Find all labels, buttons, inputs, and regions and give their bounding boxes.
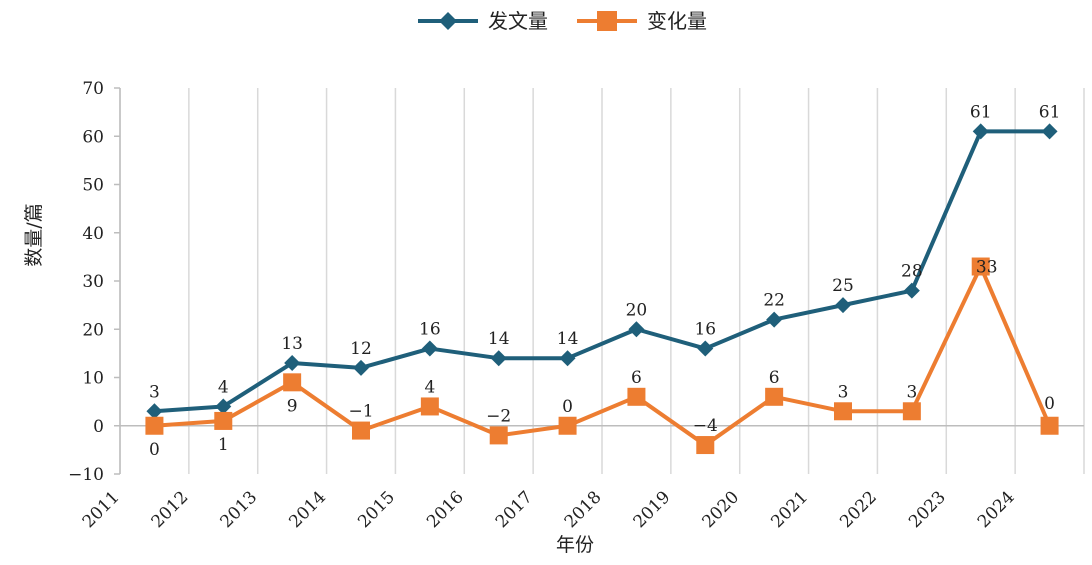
data-point-publications	[972, 123, 989, 140]
series-line-change	[152, 264, 1052, 448]
data-label-publications: 25	[832, 276, 854, 296]
data-point-change	[283, 373, 302, 392]
data-label-publications: 14	[557, 329, 579, 349]
data-point-publications	[697, 340, 714, 357]
data-label-publications: 16	[419, 320, 441, 340]
data-point-change	[971, 257, 990, 276]
x-tick-label: 2021	[767, 487, 812, 532]
data-label-publications: 20	[626, 300, 648, 320]
data-point-change	[1040, 416, 1059, 435]
data-point-publications	[766, 311, 783, 328]
x-tick-label: 2013	[217, 487, 262, 532]
y-tick-label: 20	[82, 320, 104, 340]
data-label-publications: 22	[763, 291, 785, 311]
data-label-publications: 12	[350, 339, 372, 359]
y-tick-label: 70	[82, 79, 104, 99]
legend: 发文量 变化量	[418, 9, 707, 33]
x-tick-label: 2022	[836, 487, 881, 532]
y-axis-title: 数量/篇	[23, 203, 45, 266]
series-line-publications	[152, 129, 1052, 414]
data-point-change	[834, 402, 852, 421]
data-point-change	[765, 387, 784, 406]
data-label-change: −1	[348, 402, 373, 422]
x-tick-label: 2019	[630, 487, 675, 532]
data-point-change	[145, 416, 164, 435]
legend-item-publications-label: 发文量	[488, 9, 548, 33]
x-tick-label: 2023	[905, 487, 950, 532]
data-point-publications	[215, 398, 232, 415]
data-label-change: 0	[149, 440, 160, 460]
x-tick-label: 2020	[699, 487, 744, 532]
data-point-change	[352, 421, 370, 440]
data-point-publications	[559, 350, 576, 367]
data-point-publications	[146, 403, 163, 420]
data-point-publications	[835, 297, 851, 314]
legend-item-publications-marker	[439, 12, 457, 30]
y-tick-label: 40	[82, 224, 104, 244]
y-tick-label: 60	[82, 127, 104, 147]
data-point-change	[558, 416, 577, 435]
data-label-publications: 3	[149, 382, 160, 402]
data-label-change: −4	[693, 416, 718, 436]
y-tick-label: 30	[82, 272, 104, 292]
data-point-publications	[353, 359, 369, 376]
data-point-change	[902, 402, 921, 421]
data-label-publications: 13	[281, 334, 303, 354]
x-tick-label: 2015	[354, 487, 399, 532]
data-label-change: 0	[562, 397, 573, 417]
data-point-publications	[628, 321, 645, 338]
grid-layer	[119, 88, 1085, 474]
data-point-publications	[1041, 123, 1058, 140]
data-point-change	[214, 411, 233, 430]
x-axis-title: 年份	[556, 534, 594, 556]
y-tick-label: 50	[82, 176, 104, 196]
x-tick-label: 2012	[148, 487, 193, 532]
data-label-change: 6	[631, 368, 642, 388]
data-label-change: −2	[486, 406, 511, 426]
x-tick-label: 2011	[79, 487, 124, 532]
data-label-change: 6	[769, 368, 780, 388]
data-point-publications	[903, 282, 920, 299]
y-tick-label: −10	[68, 465, 104, 485]
data-point-publications	[490, 350, 507, 367]
data-point-change	[420, 397, 439, 416]
x-tick-label: 2017	[492, 487, 537, 532]
x-tick-label: 2024	[974, 487, 1019, 532]
data-label-change: 9	[287, 396, 298, 416]
data-label-publications: 61	[970, 102, 992, 122]
data-label-publications: 4	[218, 377, 229, 397]
data-point-change	[696, 436, 715, 455]
x-tick-label: 2014	[285, 487, 330, 532]
x-tick-label: 2016	[423, 487, 468, 532]
data-label-change: 33	[976, 258, 998, 278]
data-label-layer: 3 4 13 12 16 14 14 20 16 22 25 28 61 61 0 1 9 −1 4 −2 0 6 −4 6 3…	[149, 102, 1060, 459]
data-label-publications: 61	[1039, 102, 1061, 122]
y-tick-label: 10	[82, 369, 104, 389]
data-point-change	[489, 426, 508, 445]
data-label-change: 0	[1044, 394, 1055, 414]
data-label-publications: 14	[488, 329, 510, 349]
data-label-publications: 28	[901, 262, 923, 282]
data-point-change	[627, 387, 646, 406]
legend-item-change-label: 变化量	[647, 9, 707, 33]
data-label-publications: 16	[694, 320, 716, 340]
data-label-change: 3	[906, 382, 917, 402]
x-tick-label: 2018	[561, 487, 606, 532]
data-point-publications	[284, 355, 301, 372]
data-label-change: 1	[218, 435, 229, 455]
data-point-publications	[421, 340, 438, 357]
series-layer	[145, 123, 1059, 455]
data-label-change: 3	[838, 382, 849, 402]
data-label-change: 4	[424, 377, 435, 397]
y-tick-label: 0	[93, 417, 104, 437]
legend-item-change-marker	[597, 11, 617, 31]
